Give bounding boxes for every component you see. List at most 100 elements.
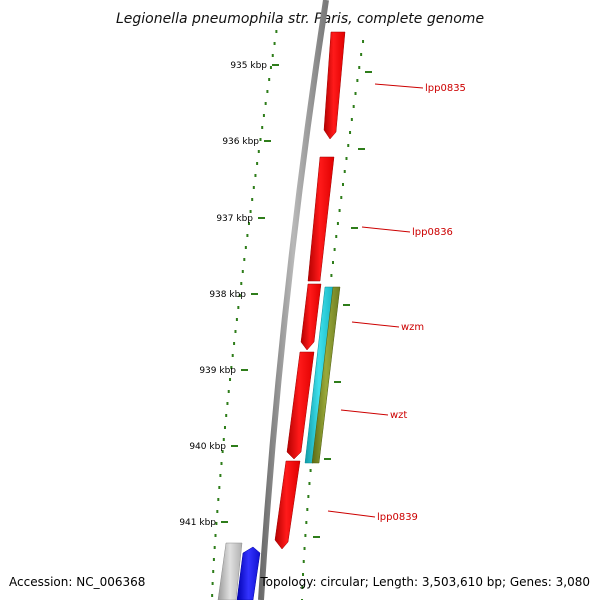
genome-summary-text: Topology: circular; Length: 3,503,610 bp… xyxy=(259,575,590,589)
outer-tick-mark xyxy=(324,458,331,460)
ring-dot xyxy=(335,235,338,238)
kbp-tick-mark xyxy=(258,217,265,219)
ring-dot xyxy=(243,258,246,261)
ring-dot xyxy=(219,474,222,477)
gene-label[interactable]: lpp0835 xyxy=(425,83,466,94)
gene-lpp0836[interactable] xyxy=(307,156,335,282)
gene-wzt[interactable] xyxy=(311,286,341,464)
ring-dot xyxy=(330,274,333,277)
ring-dot xyxy=(341,183,344,186)
map-title: Legionella pneumophila str. Paris, compl… xyxy=(116,11,484,27)
ring-dot xyxy=(221,450,224,453)
ring-dot xyxy=(333,248,336,251)
ring-dot xyxy=(222,438,225,441)
gene-segment-red-1[interactable] xyxy=(300,283,322,351)
outer-tick-mark xyxy=(351,227,358,229)
ring-dot xyxy=(225,414,228,417)
ring-dot xyxy=(360,53,363,56)
kbp-tick-label: 939 kbp xyxy=(199,366,236,376)
ring-dot xyxy=(354,92,357,95)
ring-dot xyxy=(256,162,259,165)
gene-leader-line xyxy=(351,321,400,328)
inner-dotted-ring xyxy=(211,30,278,597)
gene-lpp0835[interactable] xyxy=(323,31,346,140)
kbp-tick-label: 941 kbp xyxy=(179,518,216,528)
gene-gray-feature[interactable] xyxy=(217,542,243,600)
backbone-arc xyxy=(258,0,329,600)
kbp-tick-mark xyxy=(221,521,228,523)
ring-dot xyxy=(215,522,218,525)
gene-features xyxy=(217,31,346,600)
ring-dot xyxy=(262,114,265,117)
kbp-tick-label: 936 kbp xyxy=(222,137,259,147)
kbp-tick-mark xyxy=(241,369,248,371)
outer-tick-mark xyxy=(365,71,372,73)
ring-dot xyxy=(352,105,355,108)
gene-label[interactable]: lpp0836 xyxy=(412,227,453,238)
ring-dot xyxy=(308,482,311,485)
ring-dot xyxy=(340,196,343,199)
ring-dot xyxy=(362,40,365,43)
ring-dot xyxy=(223,426,226,429)
ring-dot xyxy=(229,378,232,381)
outer-tick-mark xyxy=(343,304,350,306)
ring-dot xyxy=(231,354,234,357)
accession-text: Accession: NC_006368 xyxy=(9,575,145,589)
ring-dot xyxy=(271,54,274,57)
outer-tick-mark xyxy=(313,536,320,538)
kbp-tick-mark xyxy=(251,293,258,295)
ring-dot xyxy=(211,594,214,597)
ring-dot xyxy=(246,234,249,237)
ring-dot xyxy=(304,534,307,537)
kbp-tick-mark xyxy=(231,445,238,447)
ring-dot xyxy=(252,186,255,189)
gene-label[interactable]: lpp0839 xyxy=(377,512,418,523)
ring-dot xyxy=(356,79,359,82)
ring-dot xyxy=(249,210,252,213)
ring-dot xyxy=(338,209,341,212)
ring-dot xyxy=(261,126,264,129)
gene-blue-feature[interactable] xyxy=(236,546,261,600)
ring-dot xyxy=(302,560,305,563)
ring-dot xyxy=(331,261,334,264)
outer-tick-mark xyxy=(334,381,341,383)
ring-dot xyxy=(216,510,219,513)
gene-lpp0839[interactable] xyxy=(274,460,301,550)
ring-dot xyxy=(241,270,244,273)
ring-dot xyxy=(307,495,310,498)
ring-dot xyxy=(227,390,230,393)
ring-dot xyxy=(345,157,348,160)
ring-dot xyxy=(309,469,312,472)
ring-dot xyxy=(244,246,247,249)
ring-dot xyxy=(254,174,257,177)
ticks-group: 935 kbp 936 kbp 937 kbp 938 kbp 939 kbp 940 k… xyxy=(179,61,372,538)
ring-dot xyxy=(238,294,241,297)
gene-leader-line xyxy=(340,409,389,416)
ring-dot xyxy=(233,342,236,345)
ring-dot xyxy=(264,102,267,105)
ring-dot xyxy=(301,586,304,589)
ring-dot xyxy=(237,306,240,309)
ring-dot xyxy=(257,150,260,153)
ring-dot xyxy=(247,222,250,225)
kbp-tick-mark xyxy=(264,140,271,142)
gene-segment-red-2[interactable] xyxy=(286,351,315,460)
ring-dot xyxy=(213,546,216,549)
gene-label[interactable]: wzm xyxy=(401,322,424,333)
ring-dot xyxy=(235,318,238,321)
ring-dot xyxy=(212,570,215,573)
ring-dot xyxy=(273,42,276,45)
ring-dot xyxy=(217,498,220,501)
ring-dot xyxy=(230,366,233,369)
ring-dot xyxy=(350,118,353,121)
ring-dot xyxy=(251,198,254,201)
ring-dot xyxy=(269,66,272,69)
ring-dot xyxy=(336,222,339,225)
ring-dot xyxy=(234,330,237,333)
gene-label[interactable]: wzt xyxy=(390,410,407,421)
ring-dot xyxy=(212,558,215,561)
ring-dot xyxy=(214,534,217,537)
ring-dot xyxy=(268,78,271,81)
ring-dot xyxy=(211,582,214,585)
ring-dot xyxy=(305,521,308,524)
